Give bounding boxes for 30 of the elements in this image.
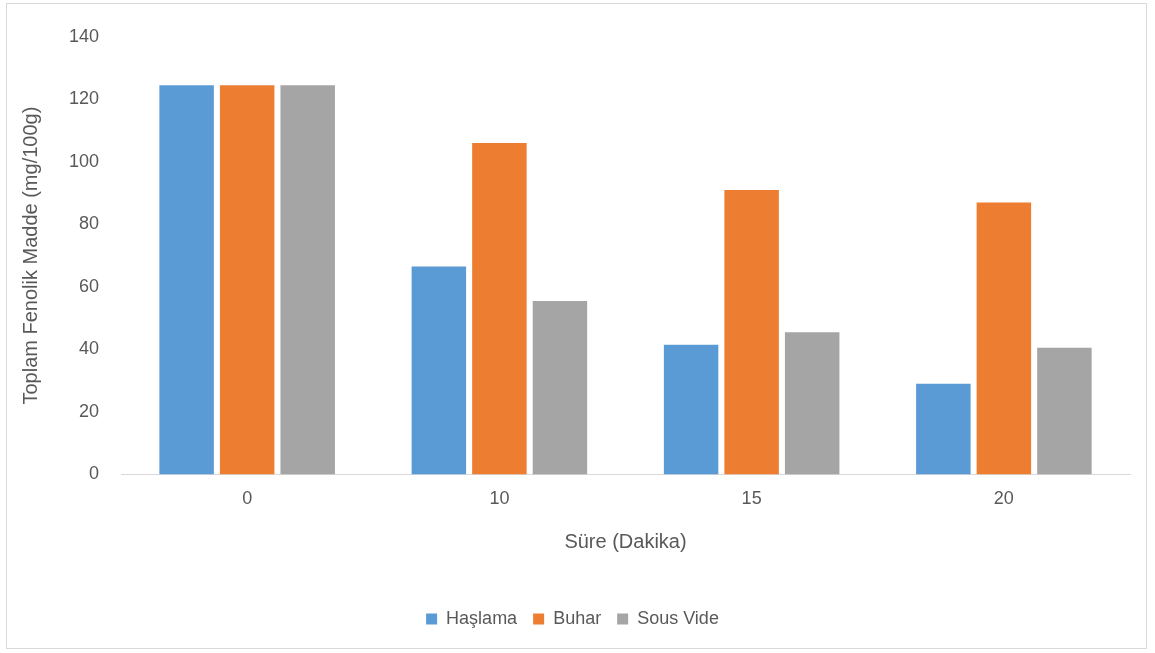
legend-label: Sous Vide xyxy=(637,607,719,628)
x-tick-label: 10 xyxy=(489,488,510,509)
bar xyxy=(472,143,527,475)
y-tick-label: 60 xyxy=(79,275,100,296)
bar xyxy=(411,266,467,475)
bar xyxy=(663,344,719,475)
bar xyxy=(1037,347,1092,475)
x-axis-title: Süre (Dakika) xyxy=(564,529,687,552)
x-tick-label: 0 xyxy=(242,488,253,509)
y-tick-label: 140 xyxy=(68,25,100,46)
bar xyxy=(976,202,1032,475)
y-tick-label: 40 xyxy=(79,338,100,359)
bar xyxy=(280,85,335,475)
y-axis-title: Toplam Fenolik Madde (mg/100g) xyxy=(18,106,41,405)
y-tick-label: 100 xyxy=(68,150,100,171)
y-tick-label: 0 xyxy=(89,463,100,484)
y-tick-label: 20 xyxy=(79,400,100,421)
bar xyxy=(532,300,588,475)
legend-label: Buhar xyxy=(553,607,602,628)
y-tick-label: 120 xyxy=(68,88,100,109)
chart-frame: Süre (Dakika) Toplam Fenolik Madde (mg/100g) Haşlama Buhar Sous Vide 0 10 15 20 0 20 40 60 80 100 120 140 xyxy=(6,3,1147,649)
bar xyxy=(159,85,214,475)
y-tick-label: 80 xyxy=(79,213,100,234)
bar xyxy=(916,383,971,475)
x-tick-label: 20 xyxy=(993,488,1014,509)
bar xyxy=(219,85,275,475)
x-tick-label: 15 xyxy=(741,488,762,509)
bar xyxy=(784,332,840,475)
bar xyxy=(724,189,779,475)
legend-label: Haşlama xyxy=(446,607,519,628)
